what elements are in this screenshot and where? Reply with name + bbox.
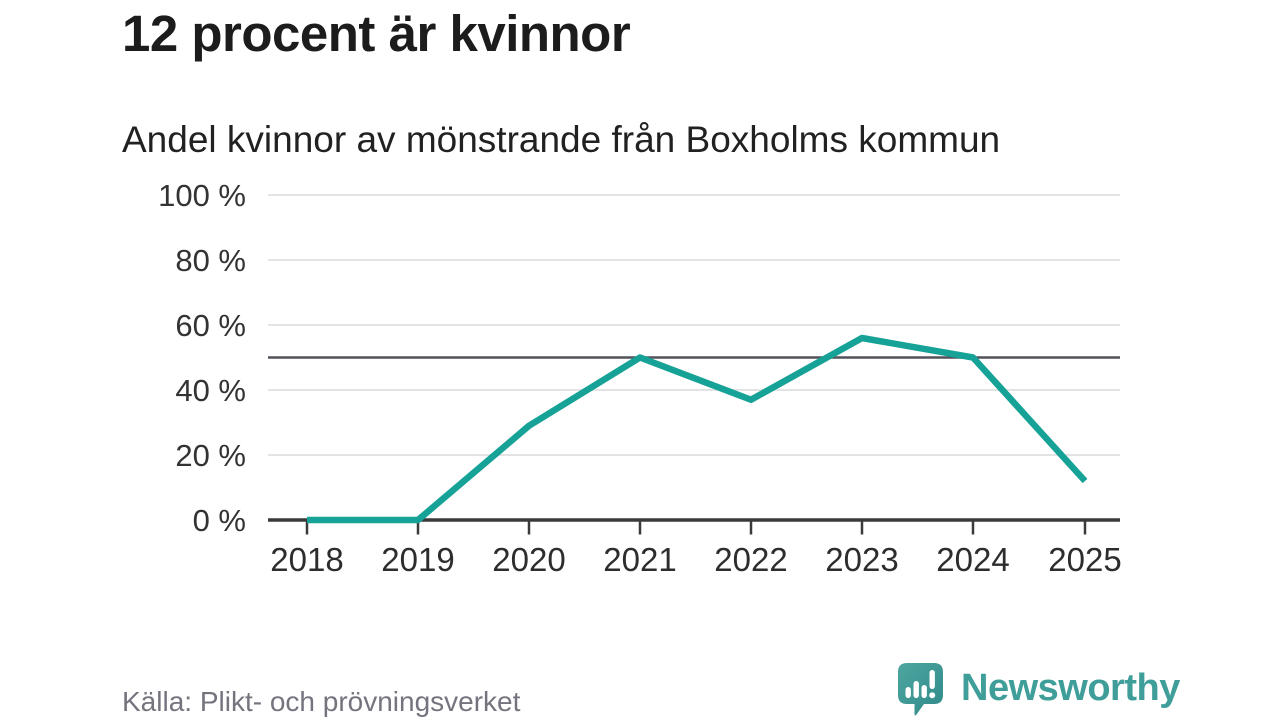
y-axis-tick-label: 100 % — [158, 178, 246, 213]
x-axis-tick-label: 2021 — [603, 541, 676, 578]
x-axis-tick-label: 2019 — [381, 541, 454, 578]
y-axis-tick-label: 40 % — [175, 373, 246, 408]
x-axis-tick-label: 2024 — [936, 541, 1009, 578]
x-axis-tick-label: 2018 — [270, 541, 343, 578]
y-axis-tick-label: 20 % — [175, 438, 246, 473]
y-axis-tick-label: 60 % — [175, 308, 246, 343]
y-axis-tick-label: 80 % — [175, 243, 246, 278]
newsworthy-logo-icon — [898, 663, 943, 716]
y-axis-tick-label: 0 % — [193, 503, 246, 538]
data-line-andel-kvinnor — [307, 334, 1088, 524]
x-axis-tick-label: 2025 — [1048, 541, 1121, 578]
speech-bubble-shape — [898, 663, 943, 716]
x-axis-tick-label: 2023 — [825, 541, 898, 578]
bar-chart-glyph — [905, 670, 936, 699]
chart-subtitle: Andel kvinnor av mönstrande från Boxholm… — [122, 119, 1001, 160]
source-note: Källa: Plikt- och prövningsverket — [122, 686, 521, 717]
newsworthy-wordmark: Newsworthy — [961, 667, 1180, 709]
chart-title: 12 procent är kvinnor — [122, 5, 631, 62]
x-axis-tick-label: 2020 — [492, 541, 565, 578]
x-axis-tick-label: 2022 — [714, 541, 787, 578]
newsworthy-logo: Newsworthy — [897, 662, 1180, 717]
